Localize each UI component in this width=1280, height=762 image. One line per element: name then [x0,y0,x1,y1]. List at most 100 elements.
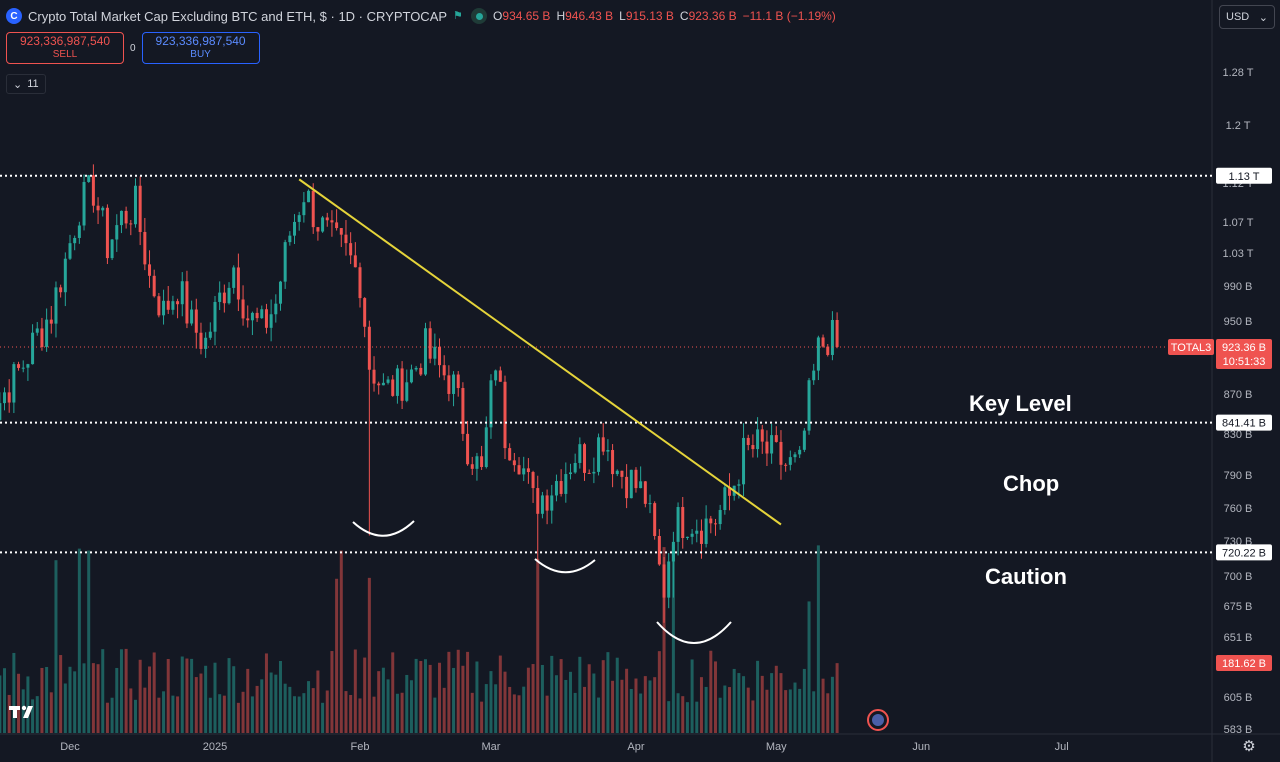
candle-body [325,217,329,221]
volume-bars [0,544,839,733]
horizontal-levels[interactable] [0,174,1212,554]
candle-body [293,221,297,236]
volume-bar [101,649,105,733]
volume-bar [3,668,7,733]
candle-body [180,281,184,305]
candle-body [381,382,385,386]
volume-bar [793,682,797,733]
cryptocap-logo-icon: C [6,8,22,24]
volume-bar [283,683,287,733]
settings-gear-icon[interactable]: ⚙ [1242,738,1256,755]
indicators-toggle-button[interactable]: ⌄ 11 [6,74,46,94]
candle-body [157,296,161,316]
candle-body [54,287,58,324]
flag-icon[interactable]: ⚑ [453,10,463,22]
candle-body [246,318,250,321]
volume-bar [699,677,703,733]
candle-body [138,185,142,232]
annotation-chop[interactable]: Chop [1003,471,1060,496]
price-tick-label: 1.28 T [1223,67,1254,79]
candle-body [751,445,755,450]
volume-bar [274,674,278,733]
candle-body [335,222,339,229]
candle-body [377,383,381,386]
volume-bar [269,672,273,733]
candle-body [765,441,769,454]
volume-bar [559,659,563,733]
volume-bar [835,663,839,733]
candle-body [728,487,732,496]
ohlc-low-value: 915.13 B [625,9,674,23]
volume-bar [316,670,320,733]
buy-button[interactable]: 923,336,987,540 BUY [141,32,260,64]
volume-bar [512,694,516,733]
candle-body [255,312,259,319]
candle-body [77,225,81,238]
candle-body [470,464,474,469]
trendline[interactable] [298,178,782,526]
candle-body [671,541,675,562]
candle-body [723,487,727,511]
volume-bar [204,665,208,733]
volume-bar [246,668,250,733]
candle-body [278,281,282,304]
market-status-icon[interactable] [471,8,488,24]
volume-bar [54,560,58,733]
volume-bar [807,601,811,733]
volume-bar [363,657,367,733]
currency-select[interactable]: USD ⌄ [1219,5,1275,29]
price-tick-label: 760 B [1224,503,1253,515]
price-tick-label: 1.2 T [1226,120,1251,132]
candle-body [391,379,395,396]
volume-bar [21,689,25,733]
volume-bar [681,696,685,733]
candle-body [826,346,830,355]
volume-bar [466,651,470,733]
annotation-key-level[interactable]: Key Level [969,391,1072,416]
volume-bar [765,689,769,733]
price-tick-label: 950 B [1224,316,1253,328]
volume-bar [709,650,713,733]
volume-bar [774,665,778,733]
candle-body [433,346,437,359]
volume-bar [798,688,802,733]
volume-bar [456,649,460,733]
volume-bar [662,547,666,733]
candle-body [68,243,72,259]
candle-body [643,481,647,504]
candle-body [695,530,699,534]
volume-bar [587,664,591,733]
volume-bar [129,688,133,733]
volume-bar [250,696,254,733]
ohlc-high-key: H [556,9,566,23]
candle-body [489,380,493,428]
candle-body [395,368,399,396]
volume-bar [241,691,245,733]
candle-body [620,470,624,477]
candle-body [699,530,703,544]
candle-body [564,474,568,494]
time-axis[interactable]: Dec 2025 Feb Mar Apr May Jun Jul [60,741,1068,753]
volume-bar [690,659,694,733]
candle-body [746,437,750,446]
chart-title[interactable]: Crypto Total Market Cap Excluding BTC an… [28,8,448,24]
annotation-caution[interactable]: Caution [985,564,1067,589]
volume-bar [73,671,77,733]
volume-bar [124,648,128,733]
candle-body [802,430,806,450]
ohlc-change: −11.1 B (−1.19%) [742,9,836,23]
candle-body [405,382,409,401]
volume-bar [657,651,661,733]
volume-bar [119,649,123,733]
candle-body [0,403,2,420]
candle-body [208,331,212,338]
volume-bar [232,666,236,733]
tradingview-logo-icon[interactable] [9,703,41,721]
sell-button[interactable]: 923,336,987,540 SELL [6,32,124,64]
volume-bar [278,661,282,733]
currency-value: USD [1226,11,1250,23]
trade-buttons: 923,336,987,540 SELL 0 923,336,987,540 B… [6,32,260,64]
candle-body [124,210,128,224]
